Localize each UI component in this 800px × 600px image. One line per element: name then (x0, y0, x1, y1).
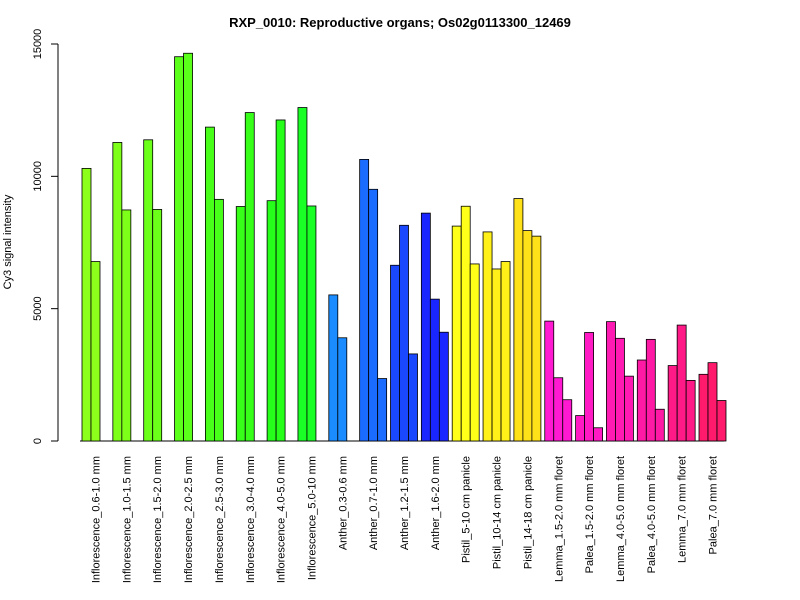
bar (685, 379, 696, 442)
x-tick-label: Pistil_14-18 cm panicle (522, 456, 534, 569)
y-axis: 0 5000 10000 15000 (32, 29, 59, 444)
bar (408, 353, 418, 442)
bar (429, 298, 440, 442)
y-axis-label: Cy3 signal intensity (2, 194, 14, 289)
chart-title: RXP_0010: Reproductive organs; Os02g0113… (229, 15, 571, 30)
bar (81, 167, 92, 442)
bar (553, 377, 564, 442)
x-tick-label: Lemma_4.0-5.0 mm floret (615, 456, 627, 582)
bar (204, 126, 215, 442)
bar (328, 294, 339, 442)
bar (469, 263, 480, 442)
bar (235, 206, 246, 442)
bar (624, 375, 634, 442)
bar (698, 373, 709, 442)
bar (244, 112, 255, 442)
bars-layer (81, 52, 727, 442)
x-tick-label: Inflorescence_3.0-4.0 mm (245, 456, 257, 583)
x-tick-label: Inflorescence_2.0-2.5 mm (183, 456, 195, 583)
bar (368, 188, 379, 442)
x-tick-label: Anther_0.7-1.0 mm (368, 456, 380, 550)
bar (152, 209, 163, 442)
y-tick-label: 0 (32, 438, 44, 444)
bar (359, 158, 370, 442)
bar (90, 261, 101, 442)
bar (606, 321, 616, 442)
bar (482, 231, 493, 442)
bar (460, 205, 471, 442)
x-tick-label: Palea_1.5-2.0 mm floret (584, 456, 596, 573)
bar (593, 427, 603, 442)
bar (667, 365, 678, 442)
x-tick-label: Inflorescence_0.6-1.0 mm (91, 456, 103, 583)
bar (707, 362, 718, 442)
x-tick-label: Pistil_10-14 cm panicle (492, 456, 504, 569)
x-tick-label: Lemma_7.0 mm floret (677, 456, 689, 563)
bar (676, 324, 687, 442)
x-tick-label: Pistil_5-10 cm panicle (461, 456, 473, 563)
bar (654, 408, 665, 442)
bar (297, 107, 308, 442)
x-tick-label: Anther_1.2-1.5 mm (399, 456, 411, 550)
bar (562, 399, 573, 442)
bar (522, 230, 533, 442)
bar (615, 337, 625, 442)
x-tick-label: Inflorescence_1.5-2.0 mm (152, 456, 164, 583)
bar (531, 235, 542, 442)
x-tick-label: Lemma_1.5-2.0 mm floret (553, 456, 565, 582)
bar (377, 378, 388, 442)
bar (174, 56, 184, 442)
x-tick-label: Anther_1.6-2.0 mm (430, 456, 442, 550)
y-tick-label: 10000 (32, 161, 44, 192)
bar (337, 337, 348, 442)
bar (420, 212, 431, 442)
x-tick-label: Inflorescence_2.5-3.0 mm (214, 456, 226, 583)
bar (143, 139, 154, 442)
x-tick-label: Anther_0.3-0.6 mm (337, 456, 349, 550)
bar (575, 415, 585, 442)
x-tick-label: Palea_4.0-5.0 mm floret (646, 456, 658, 573)
bar (491, 268, 502, 442)
bar (513, 198, 524, 442)
bar (390, 264, 400, 442)
bar (121, 209, 132, 442)
bar (183, 52, 193, 442)
bar (112, 142, 123, 442)
bar (275, 119, 286, 442)
bar (306, 205, 317, 442)
bar (636, 359, 647, 442)
y-tick-label: 5000 (32, 296, 44, 320)
bar (266, 200, 277, 442)
bar (451, 225, 462, 442)
bar (213, 198, 224, 442)
bar (584, 332, 594, 442)
x-tick-label: Inflorescence_1.0-1.5 mm (121, 456, 133, 583)
x-tick-label: Palea_7.0 mm floret (708, 456, 720, 554)
bar (716, 400, 727, 442)
bar (500, 261, 511, 442)
bar (645, 338, 656, 442)
x-tick-label: Inflorescence_4.0-5.0 mm (276, 456, 288, 583)
x-tick-label: Inflorescence_5.0-10 mm (306, 456, 318, 580)
y-tick-label: 15000 (32, 29, 44, 60)
category-labels: Inflorescence_0.6-1.0 mm Inflorescence_1.… (91, 456, 720, 583)
bar (399, 224, 409, 442)
bar (438, 331, 449, 442)
bar (544, 320, 555, 442)
